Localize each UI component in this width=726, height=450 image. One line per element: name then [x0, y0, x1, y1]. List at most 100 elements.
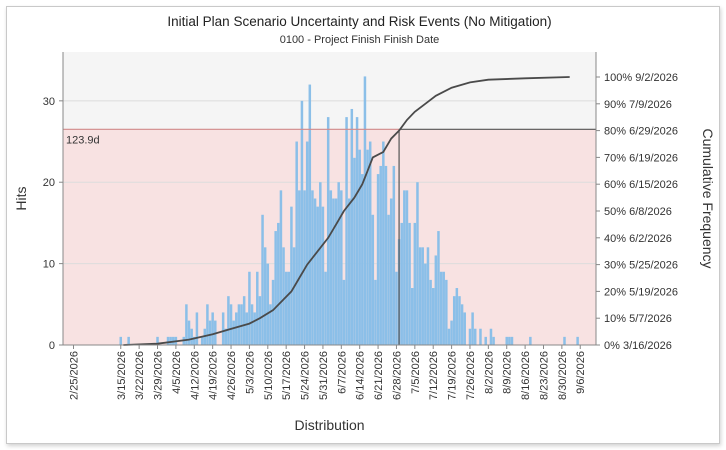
bar: [169, 336, 172, 345]
bar: [492, 336, 495, 345]
x-tick-label: 8/16/2026: [520, 351, 532, 400]
bar: [563, 336, 566, 345]
x-tick-label: 5/3/2026: [244, 351, 256, 394]
bar: [290, 206, 293, 345]
right-tick-label: 90% 7/9/2026: [604, 99, 672, 111]
bar: [208, 320, 212, 345]
chart-title: Initial Plan Scenario Uncertainty and Ri…: [167, 14, 551, 29]
bar: [266, 263, 270, 345]
bar: [237, 304, 241, 345]
bar: [374, 279, 377, 345]
bar: [366, 149, 369, 345]
bar: [274, 231, 277, 345]
x-tick-label: 3/15/2026: [116, 351, 128, 400]
x-tick-label: 5/31/2026: [318, 351, 330, 400]
bar: [329, 190, 333, 345]
y-tick-label: 10: [43, 259, 55, 271]
right-tick-label: 60% 6/15/2026: [604, 179, 678, 191]
bar: [403, 190, 406, 345]
right-tick-label: 10% 5/7/2026: [604, 313, 672, 325]
bar: [248, 271, 251, 345]
x-tick-label: 6/14/2026: [355, 351, 367, 400]
x-tick-label: 5/24/2026: [300, 351, 312, 400]
right-tick-label: 70% 6/19/2026: [604, 152, 678, 164]
chart-subtitle: 0100 - Project Finish Finish Date: [280, 34, 440, 46]
x-tick-label: 4/5/2026: [171, 351, 183, 394]
right-tick-label: 20% 5/19/2026: [604, 286, 678, 298]
bar: [190, 328, 193, 345]
deadline-label: 123.9d: [66, 134, 100, 146]
x-tick-label: 7/19/2026: [447, 351, 459, 400]
bar: [529, 336, 532, 345]
bar: [442, 271, 445, 345]
bar: [242, 296, 246, 345]
bar: [418, 247, 422, 345]
x-tick-label: 3/22/2026: [134, 351, 146, 400]
bar: [479, 328, 482, 345]
bar: [187, 320, 191, 345]
bar: [416, 182, 419, 345]
bar: [235, 312, 238, 345]
x-axis-label: Distribution: [294, 417, 364, 433]
bar: [224, 328, 228, 345]
x-tick-label: 8/30/2026: [557, 351, 569, 400]
bar: [250, 304, 254, 345]
x-tick-label: 6/28/2026: [391, 351, 403, 400]
bar: [156, 336, 159, 345]
bar: [277, 222, 280, 345]
bar: [332, 198, 335, 345]
bar: [376, 174, 380, 345]
bar: [450, 320, 453, 345]
x-tick-label: 2/25/2026: [69, 351, 81, 400]
y-axis-label: Hits: [13, 186, 29, 210]
bar: [410, 288, 414, 345]
bar: [463, 312, 466, 345]
bar: [305, 141, 309, 345]
bar: [258, 296, 262, 345]
bar: [319, 182, 322, 345]
bar: [413, 222, 417, 345]
x-tick-label: 7/5/2026: [410, 351, 422, 394]
bar: [342, 279, 346, 345]
bar: [384, 165, 388, 345]
bar: [395, 271, 398, 345]
right-tick-label: 50% 6/8/2026: [604, 206, 672, 218]
bar: [221, 312, 225, 345]
bars: [119, 76, 579, 346]
bar: [426, 247, 430, 345]
bar: [200, 336, 204, 345]
bar: [473, 328, 477, 345]
bar: [363, 76, 367, 346]
bar: [445, 279, 448, 345]
right-tick-label: 40% 6/2/2026: [604, 233, 672, 245]
bar: [368, 141, 372, 345]
bar: [429, 279, 432, 345]
bar: [358, 149, 361, 345]
bar: [227, 296, 230, 345]
x-tick-label: 5/10/2026: [263, 351, 275, 400]
bar: [452, 296, 456, 345]
bar: [316, 206, 319, 345]
bar: [405, 190, 409, 345]
bar: [166, 336, 170, 345]
bar: [193, 336, 196, 345]
x-tick-label: 3/29/2026: [153, 351, 165, 400]
bar: [510, 336, 514, 345]
cumulative-curve: [123, 76, 570, 346]
bar: [505, 336, 508, 345]
y-axis-ticks: 0 10 20 30: [43, 96, 63, 352]
bar: [337, 182, 340, 345]
bar: [211, 312, 214, 345]
bar: [334, 198, 338, 345]
bar: [340, 190, 343, 345]
y-tick-label: 20: [43, 177, 55, 189]
bar: [387, 214, 390, 345]
bar: [431, 288, 435, 345]
bar: [295, 141, 298, 345]
x-tick-label: 9/6/2026: [575, 351, 587, 394]
bar: [245, 312, 249, 345]
bar: [308, 84, 312, 345]
bar: [229, 304, 233, 345]
x-tick-label: 4/19/2026: [208, 351, 220, 400]
